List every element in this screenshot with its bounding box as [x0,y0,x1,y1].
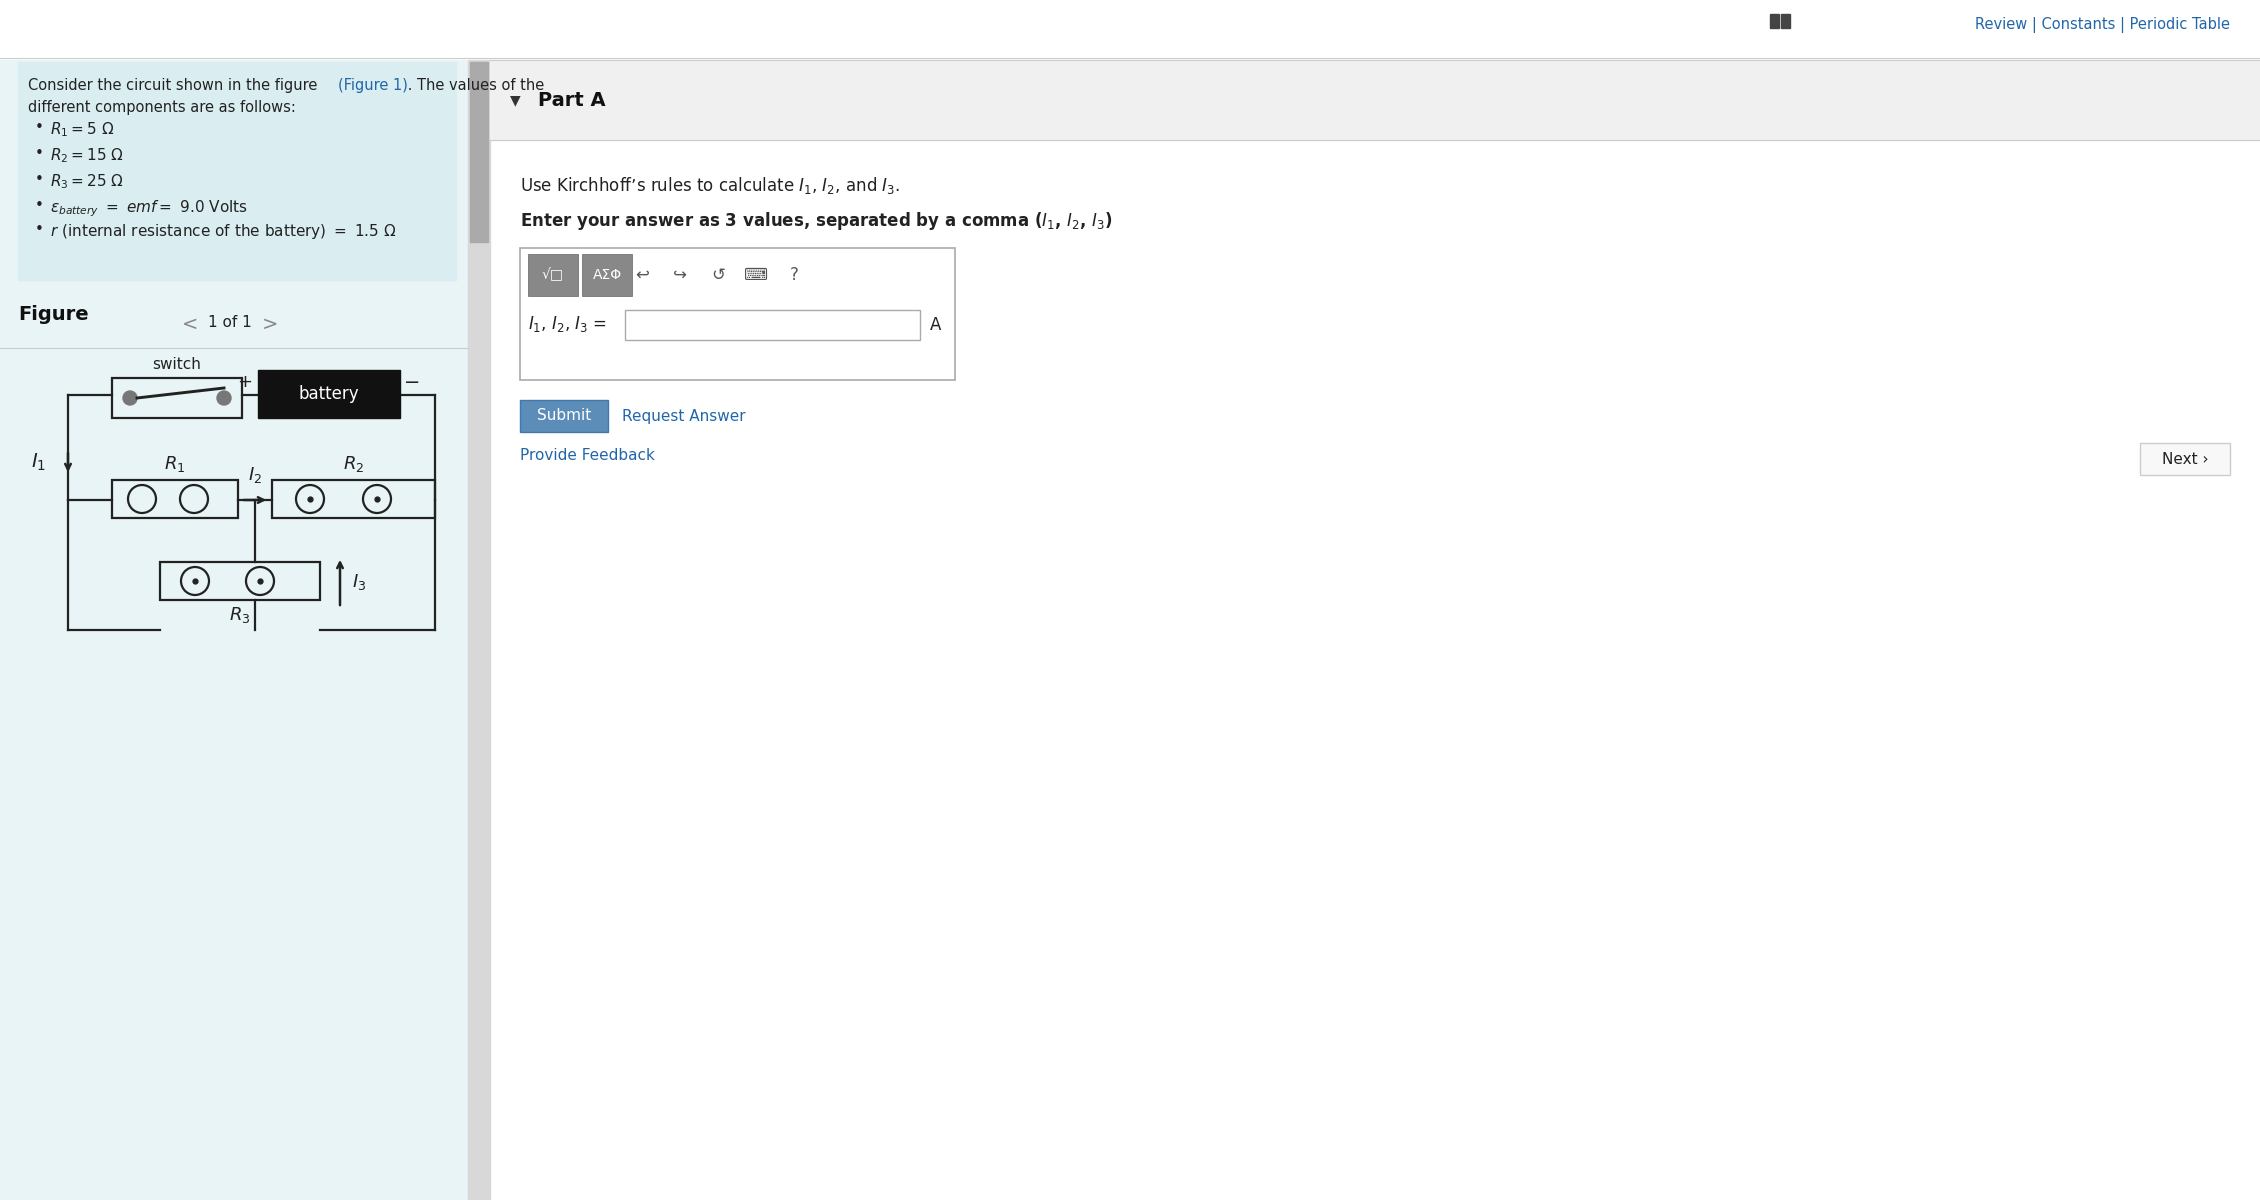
Text: •: • [34,120,43,134]
Text: $I_1$: $I_1$ [32,452,45,473]
Text: Request Answer: Request Answer [622,408,746,424]
Text: >: > [262,314,278,334]
Text: $R_1 = 5\ \Omega$: $R_1 = 5\ \Omega$ [50,120,115,139]
Bar [18,62,457,280]
Bar [529,254,579,296]
Bar [113,480,237,518]
Text: $R_3 = 25\ \Omega$: $R_3 = 25\ \Omega$ [50,172,124,191]
Text: $r\ (\mathrm{internal\ resistance\ of\ the\ battery})\ =\ 1.5\ \Omega$: $r\ (\mathrm{internal\ resistance\ of\ t… [50,222,396,241]
Bar [520,248,956,380]
Bar [583,254,633,296]
Text: $R_1$: $R_1$ [165,454,185,474]
Bar [1781,14,1790,28]
Text: $I_1$, $I_2$, $I_3$ =: $I_1$, $I_2$, $I_3$ = [529,314,608,334]
Bar [258,370,400,418]
Bar [113,378,242,418]
Text: switch: switch [154,358,201,372]
Text: Use Kirchhoff’s rules to calculate $I_1$, $I_2$, and $I_3$.: Use Kirchhoff’s rules to calculate $I_1$… [520,175,899,196]
Text: Figure: Figure [18,305,88,324]
Text: ⌨: ⌨ [744,266,768,284]
Bar [2140,443,2231,475]
Text: Next ›: Next › [2163,451,2208,467]
Text: ▼: ▼ [511,92,520,107]
Text: •: • [34,146,43,161]
Circle shape [217,391,231,404]
Text: ↺: ↺ [712,266,725,284]
Text: (Figure 1): (Figure 1) [339,78,407,92]
Bar [271,480,434,518]
Text: $R_2$: $R_2$ [344,454,364,474]
Text: $I_2$: $I_2$ [249,464,262,485]
Bar [0,60,468,1200]
Text: Consider the circuit shown in the figure: Consider the circuit shown in the figure [27,78,321,92]
Text: . The values of the: . The values of the [402,78,545,92]
Text: •: • [34,172,43,187]
Text: $R_3$: $R_3$ [228,605,251,625]
Text: ↪: ↪ [673,266,687,284]
Text: Enter your answer as 3 values, separated by a comma ($I_1$, $I_2$, $I_3$): Enter your answer as 3 values, separated… [520,210,1112,232]
Bar [490,60,2260,140]
Text: ↩: ↩ [635,266,649,284]
Text: Provide Feedback: Provide Feedback [520,448,655,462]
Text: different components are as follows:: different components are as follows: [27,100,296,115]
Text: −: − [405,373,420,392]
Bar [160,562,321,600]
Bar [626,310,920,340]
Text: 1 of 1: 1 of 1 [208,314,251,330]
Text: •: • [34,222,43,236]
Bar [468,60,490,1200]
Text: √□: √□ [542,268,565,282]
Bar [1770,14,1779,28]
Text: $R_2 = 15\ \Omega$: $R_2 = 15\ \Omega$ [50,146,124,164]
Text: AΣΦ: AΣΦ [592,268,622,282]
Text: Part A: Part A [538,90,606,109]
Bar [520,400,608,432]
Text: $I_3$: $I_3$ [353,572,366,593]
Text: Review | Constants | Periodic Table: Review | Constants | Periodic Table [1975,17,2231,32]
Text: +: + [237,373,253,391]
Text: •: • [34,198,43,214]
Text: battery: battery [298,385,359,403]
Text: A: A [931,316,942,334]
Text: ?: ? [789,266,798,284]
Text: <: < [181,314,199,334]
Text: Submit: Submit [538,408,592,424]
Bar [470,62,488,242]
Text: $\epsilon_{battery}\ =\ emf=\ 9.0\ \mathrm{Volts}$: $\epsilon_{battery}\ =\ emf=\ 9.0\ \math… [50,198,249,218]
Circle shape [122,391,138,404]
